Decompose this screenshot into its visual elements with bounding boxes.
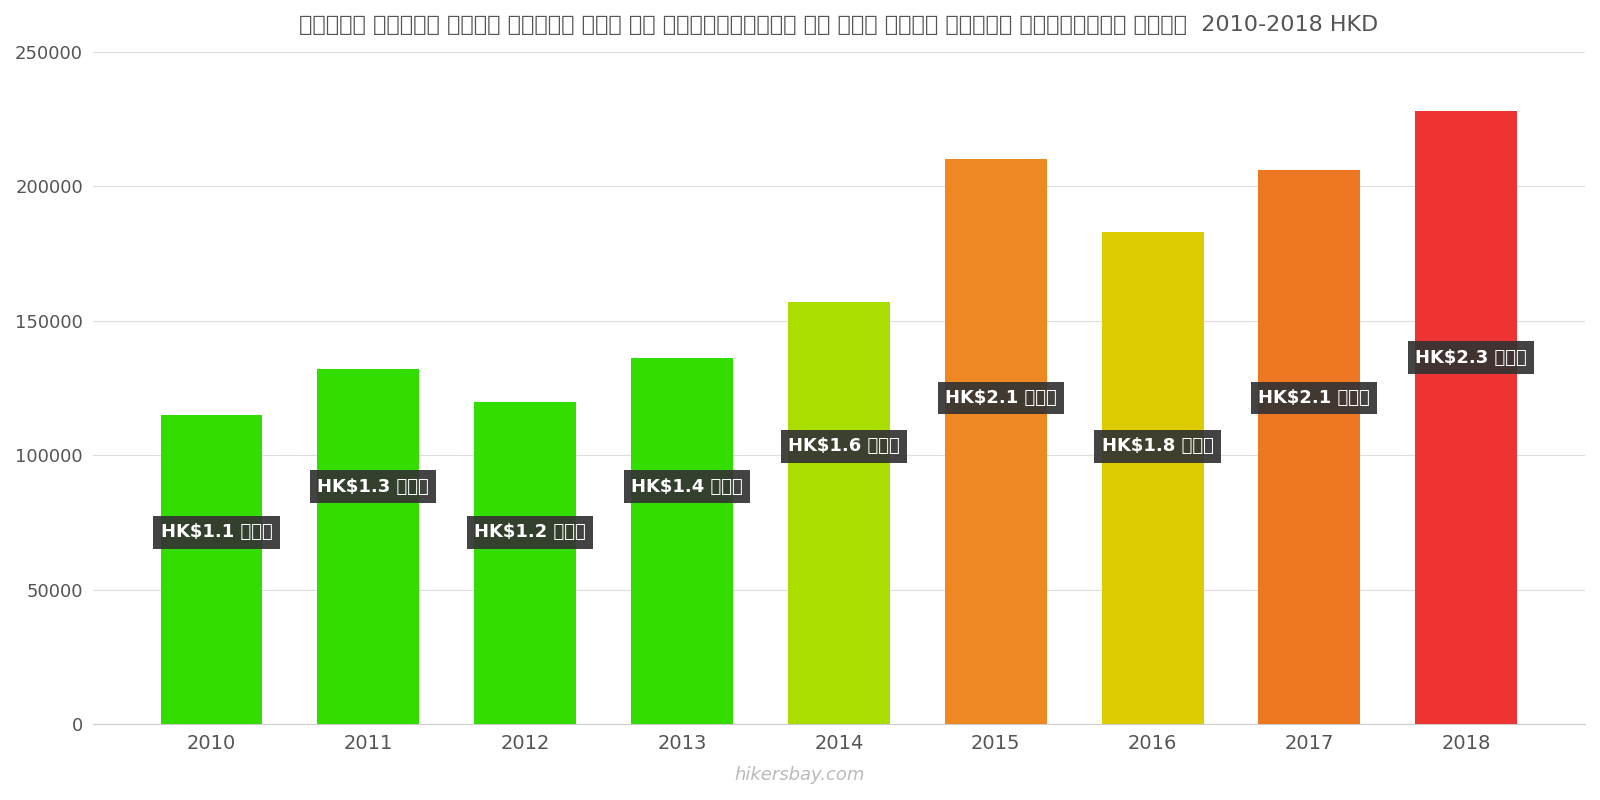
Text: HK$1.8 लाख: HK$1.8 लाख (1101, 438, 1213, 455)
Text: hikersbay.com: hikersbay.com (734, 766, 866, 784)
Text: HK$1.3 लाख: HK$1.3 लाख (317, 478, 429, 496)
Bar (317, 370, 419, 724)
Text: HK$2.1 लाख: HK$2.1 लाख (1258, 389, 1370, 407)
Title: हॉन्ग कॉन्ग सिटी सेंटर में एक अपार्टमेंट के लिए कीमत प्रति स्क्वायर मीटर  2010-2: हॉन्ग कॉन्ग सिटी सेंटर में एक अपार्टमेंट… (299, 15, 1379, 35)
Bar (1258, 170, 1360, 724)
Text: HK$1.1 लाख: HK$1.1 लाख (160, 523, 272, 542)
Bar (787, 302, 890, 724)
Text: HK$1.4 लाख: HK$1.4 लाख (630, 478, 742, 496)
Text: HK$1.6 लाख: HK$1.6 लाख (787, 438, 899, 455)
Bar (1416, 111, 1517, 724)
Bar (474, 402, 576, 724)
Bar (1101, 232, 1203, 724)
Bar (630, 358, 733, 724)
Text: HK$1.2 लाख: HK$1.2 लाख (474, 523, 586, 542)
Bar (944, 159, 1046, 724)
Text: HK$2.3 लाख: HK$2.3 लाख (1416, 349, 1526, 366)
Bar (160, 415, 262, 724)
Text: HK$2.1 लाख: HK$2.1 लाख (944, 389, 1056, 407)
